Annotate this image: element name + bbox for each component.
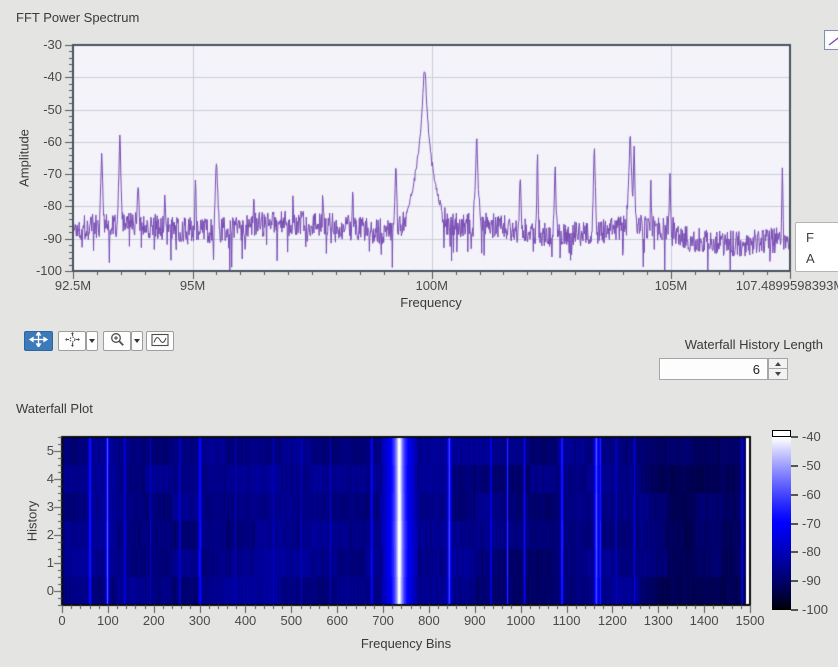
axis-tick-label: 200 bbox=[143, 613, 165, 629]
axis-tick-label: 1 bbox=[14, 555, 54, 571]
spinner-up-button[interactable] bbox=[768, 358, 788, 369]
axis-tick-label: 1400 bbox=[690, 613, 719, 629]
front-panel: FFT Power Spectrum Amplitude Frequency bbox=[0, 0, 838, 667]
axis-tick-label: -40 bbox=[802, 429, 821, 445]
waterfall-history-length-spinner bbox=[768, 358, 788, 380]
axis-tick-label: 0 bbox=[58, 613, 65, 629]
colorbar-tick bbox=[791, 436, 798, 438]
pan-move-icon bbox=[64, 332, 81, 350]
axis-tick-label: -100 bbox=[12, 263, 62, 279]
cursor-readout-line1: F bbox=[806, 227, 838, 248]
axis-tick-label: -50 bbox=[12, 102, 62, 118]
axis-tick-label: 1100 bbox=[553, 613, 581, 629]
axis-tick-label: -90 bbox=[802, 573, 821, 589]
axis-tick-label: 700 bbox=[372, 613, 394, 629]
axis-tick-label: 105M bbox=[655, 278, 688, 294]
fft-x-axis-label: Frequency bbox=[400, 295, 461, 310]
axis-tick-label: 4 bbox=[14, 471, 54, 487]
zoom-tool-button[interactable] bbox=[103, 331, 131, 351]
waterfall-history-length-label: Waterfall History Length bbox=[660, 337, 823, 352]
up-arrow-icon bbox=[775, 362, 781, 366]
axis-tick-label: 107.4899598393M bbox=[736, 278, 838, 294]
magnifier-plus-icon bbox=[109, 332, 126, 350]
colorbar-tick bbox=[791, 580, 798, 582]
zoom-tool-dropdown[interactable] bbox=[131, 331, 143, 351]
waterfall-plot-title: Waterfall Plot bbox=[16, 401, 93, 416]
axis-tick-label: 3 bbox=[14, 499, 54, 515]
axis-tick-label: 1200 bbox=[598, 613, 627, 629]
axis-tick-label: -60 bbox=[802, 487, 821, 503]
axis-tick-label: 100 bbox=[97, 613, 119, 629]
colorbar bbox=[772, 437, 791, 610]
down-arrow-icon bbox=[775, 372, 781, 376]
axis-tick-label: -70 bbox=[12, 166, 62, 182]
axis-tick-label: 5 bbox=[14, 443, 54, 459]
axis-tick-label: 800 bbox=[418, 613, 440, 629]
pan-tool-button[interactable] bbox=[58, 331, 86, 351]
dropdown-arrow-icon bbox=[89, 339, 95, 343]
dropdown-arrow-icon bbox=[134, 339, 140, 343]
axis-tick-label: 1300 bbox=[644, 613, 673, 629]
cursor-readout-panel: F A bbox=[795, 222, 838, 272]
axis-tick-label: 2 bbox=[14, 527, 54, 543]
cursor-crosshair-icon bbox=[29, 332, 48, 350]
colorbar-tick bbox=[791, 609, 798, 611]
plot-legend[interactable] bbox=[824, 30, 838, 50]
axis-tick-label: 1000 bbox=[506, 613, 535, 629]
waterfall-history-length-input[interactable] bbox=[659, 358, 768, 380]
plot-scale-tool-button[interactable] bbox=[146, 331, 174, 351]
waterfall-intensity-graph[interactable] bbox=[42, 428, 758, 624]
colorbar-tick bbox=[791, 551, 798, 553]
colorbar-tick bbox=[791, 465, 798, 467]
axis-tick-label: 0 bbox=[14, 583, 54, 599]
axis-tick-label: 900 bbox=[464, 613, 486, 629]
fft-power-spectrum-graph[interactable] bbox=[57, 41, 802, 287]
axis-tick-label: 300 bbox=[189, 613, 211, 629]
pan-tool-dropdown[interactable] bbox=[86, 331, 98, 351]
axis-tick-label: 400 bbox=[235, 613, 257, 629]
axis-tick-label: 95M bbox=[180, 278, 205, 294]
axis-tick-label: -30 bbox=[12, 37, 62, 53]
spinner-down-button[interactable] bbox=[768, 369, 788, 380]
axis-tick-label: 600 bbox=[326, 613, 348, 629]
cursor-move-tool-button[interactable] bbox=[24, 331, 53, 351]
colorbar-tick bbox=[791, 523, 798, 525]
colorbar-overrange-swatch bbox=[772, 430, 791, 437]
axis-tick-label: -70 bbox=[802, 516, 821, 532]
colorbar-tick bbox=[791, 494, 798, 496]
axis-tick-label: -80 bbox=[12, 198, 62, 214]
axis-tick-label: -90 bbox=[12, 231, 62, 247]
axis-tick-label: -50 bbox=[802, 458, 821, 474]
axis-tick-label: -100 bbox=[802, 602, 828, 618]
axis-tick-label: 100M bbox=[415, 278, 448, 294]
cursor-readout-line2: A bbox=[806, 248, 838, 269]
axis-tick-label: -80 bbox=[802, 544, 821, 560]
plot-legend-line-icon bbox=[827, 33, 838, 47]
axis-tick-label: 92.5M bbox=[55, 278, 91, 294]
axis-tick-label: 1500 bbox=[736, 613, 765, 629]
waterfall-x-axis-label: Frequency Bins bbox=[361, 636, 451, 651]
waveform-box-icon bbox=[151, 333, 169, 350]
fft-plot-title: FFT Power Spectrum bbox=[16, 10, 139, 25]
axis-tick-label: -40 bbox=[12, 69, 62, 85]
axis-tick-label: 500 bbox=[280, 613, 302, 629]
axis-tick-label: -60 bbox=[12, 134, 62, 150]
